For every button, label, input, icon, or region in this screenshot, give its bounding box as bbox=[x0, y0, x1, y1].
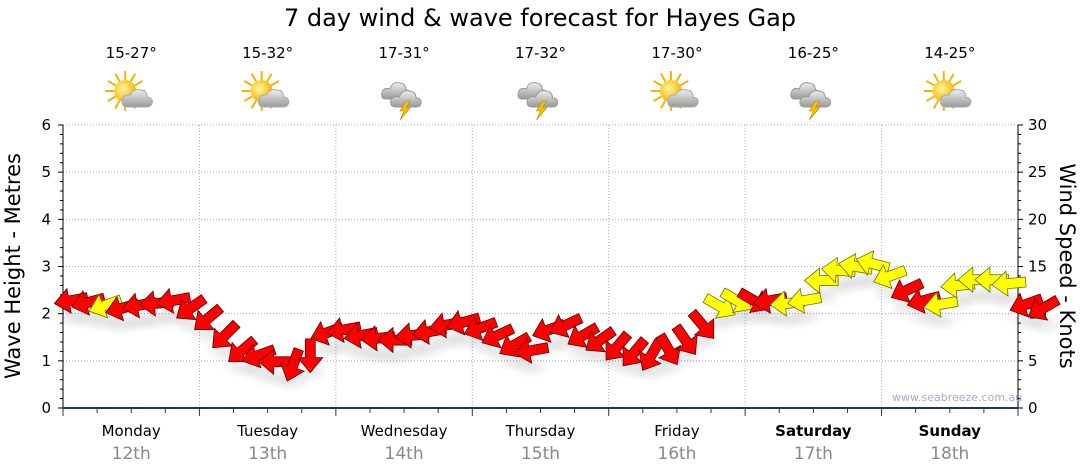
right-tick-label: 20 bbox=[1028, 210, 1047, 228]
wind-arrow bbox=[296, 338, 324, 374]
partly-sunny-icon bbox=[241, 71, 290, 111]
wind-arrow bbox=[258, 348, 293, 376]
wind-arrow bbox=[567, 322, 601, 348]
right-tick-label: 25 bbox=[1028, 163, 1047, 181]
day-date: 16th bbox=[657, 444, 696, 464]
partly-sunny-icon bbox=[650, 71, 699, 111]
day-date: 12th bbox=[112, 444, 151, 464]
day-name: Friday bbox=[654, 422, 700, 440]
right-axis-label: Wind Speed - Knots bbox=[1055, 163, 1079, 368]
wind-arrow bbox=[326, 316, 362, 344]
wind-arrow bbox=[514, 337, 550, 364]
wind-arrow bbox=[605, 330, 633, 361]
wind-arrow bbox=[194, 303, 225, 331]
wind-arrow bbox=[655, 332, 681, 366]
wind-arrow bbox=[228, 335, 259, 363]
wind-arrow bbox=[156, 287, 192, 314]
day-temperature: 14-25° bbox=[924, 44, 975, 62]
day-date: 15th bbox=[521, 444, 560, 464]
day-name: Wednesday bbox=[361, 422, 448, 440]
wind-arrow bbox=[585, 326, 617, 353]
wind-arrow bbox=[622, 336, 650, 367]
day-temperature: 15-32° bbox=[242, 44, 293, 62]
wind-arrow bbox=[499, 331, 533, 358]
day-temperature: 17-30° bbox=[651, 44, 702, 62]
wind-arrow bbox=[687, 308, 715, 339]
day-date: 14th bbox=[385, 444, 424, 464]
right-tick-label: 0 bbox=[1028, 399, 1038, 417]
wind-arrow bbox=[873, 264, 908, 290]
day-date: 17th bbox=[794, 444, 833, 464]
right-tick-label: 30 bbox=[1028, 116, 1047, 134]
thunderstorm-icon bbox=[517, 82, 559, 121]
wind-arrow bbox=[279, 347, 305, 382]
wind-arrow bbox=[549, 313, 584, 338]
wind-arrow bbox=[446, 309, 482, 336]
wind-arrow bbox=[906, 288, 942, 314]
wind-arrow bbox=[481, 323, 516, 349]
day-temperature: 17-31° bbox=[379, 44, 430, 62]
right-tick-label: 5 bbox=[1028, 352, 1038, 370]
wind-arrow bbox=[671, 323, 698, 355]
left-tick-label: 4 bbox=[41, 210, 51, 228]
wind-arrow bbox=[890, 278, 925, 304]
watermark: www.seabreeze.com.au bbox=[892, 391, 1022, 404]
day-temperature: 15-27° bbox=[106, 44, 157, 62]
day-temperature: 16-25° bbox=[788, 44, 839, 62]
wind-arrow bbox=[787, 287, 823, 314]
day-name: Tuesday bbox=[236, 422, 298, 440]
right-tick-label: 15 bbox=[1028, 258, 1047, 276]
day-name: Sunday bbox=[919, 422, 982, 440]
left-tick-label: 2 bbox=[41, 305, 51, 323]
day-temperature: 17-32° bbox=[515, 44, 566, 62]
left-tick-label: 0 bbox=[41, 399, 51, 417]
wind-arrow bbox=[463, 316, 499, 342]
day-name: Saturday bbox=[775, 422, 852, 440]
day-name: Monday bbox=[102, 422, 161, 440]
wind-arrow bbox=[991, 270, 1027, 297]
thunderstorm-icon bbox=[790, 82, 831, 121]
day-date: 18th bbox=[930, 444, 969, 464]
left-tick-label: 3 bbox=[41, 258, 51, 276]
wind-arrow bbox=[176, 294, 208, 321]
chart-title: 7 day wind & wave forecast for Hayes Gap bbox=[283, 4, 797, 32]
day-name: Thursday bbox=[505, 422, 576, 440]
partly-sunny-icon bbox=[105, 71, 153, 111]
thunderstorm-icon bbox=[381, 82, 422, 121]
partly-sunny-icon bbox=[923, 71, 972, 111]
wind-arrow bbox=[1027, 295, 1061, 321]
left-tick-label: 6 bbox=[41, 116, 51, 134]
wind-arrow bbox=[923, 291, 959, 318]
left-tick-label: 5 bbox=[41, 163, 51, 181]
left-axis-label: Wave Height - Metres bbox=[1, 153, 25, 379]
wind-arrow bbox=[638, 338, 665, 371]
left-tick-label: 1 bbox=[41, 352, 51, 370]
day-date: 13th bbox=[248, 444, 287, 464]
wind-arrow bbox=[212, 319, 241, 349]
